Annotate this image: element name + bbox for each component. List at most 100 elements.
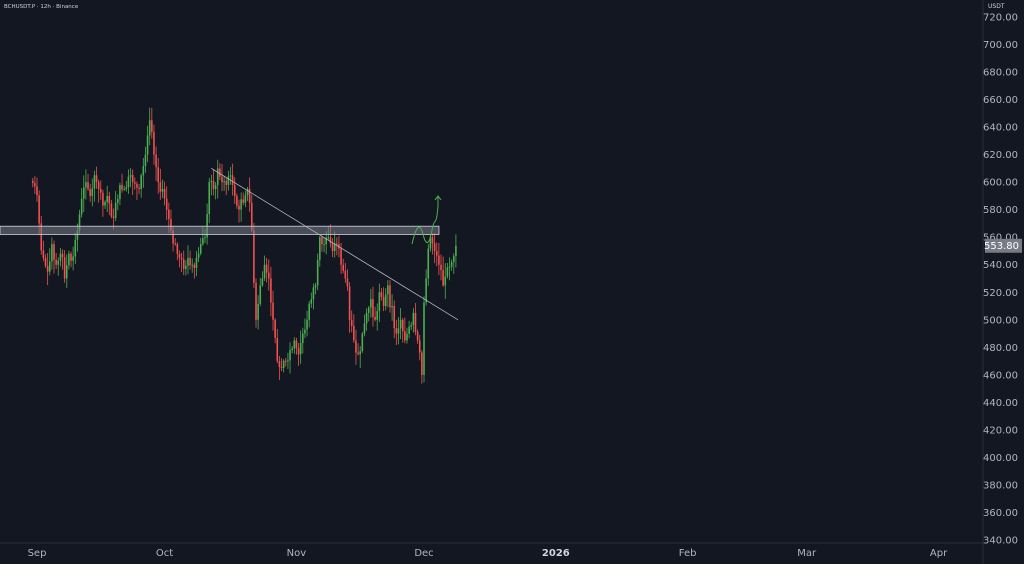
bearish-candle[interactable] — [95, 166, 98, 189]
bullish-candle[interactable] — [406, 327, 408, 344]
plot-area[interactable] — [0, 107, 459, 384]
bearish-candle[interactable] — [178, 250, 181, 268]
bearish-candle[interactable] — [248, 177, 251, 212]
bullish-candle[interactable] — [140, 173, 142, 198]
bullish-candle[interactable] — [148, 107, 151, 146]
bearish-candle[interactable] — [357, 343, 359, 356]
bullish-candle[interactable] — [361, 332, 364, 353]
bullish-candle[interactable] — [391, 294, 393, 321]
bullish-candle[interactable] — [117, 194, 119, 211]
bullish-candle[interactable] — [325, 231, 327, 255]
projection-path[interactable] — [411, 195, 439, 245]
bearish-candle[interactable] — [442, 256, 444, 287]
bearish-candle[interactable] — [63, 250, 66, 283]
bullish-candle[interactable] — [91, 178, 94, 207]
bullish-candle[interactable] — [387, 280, 389, 308]
bearish-candle[interactable] — [36, 177, 38, 202]
bearish-candle[interactable] — [163, 181, 166, 206]
bearish-candle[interactable] — [219, 163, 221, 181]
bullish-candle[interactable] — [142, 158, 145, 188]
bearish-candle[interactable] — [87, 173, 89, 191]
bullish-candle[interactable] — [214, 182, 217, 200]
bullish-candle[interactable] — [314, 282, 317, 295]
bullish-candle[interactable] — [191, 258, 194, 273]
bullish-candle[interactable] — [312, 283, 315, 310]
bullish-candle[interactable] — [299, 330, 302, 364]
bullish-candle[interactable] — [323, 237, 325, 253]
bullish-candle[interactable] — [119, 182, 121, 205]
bullish-candle[interactable] — [359, 346, 362, 368]
bullish-candle[interactable] — [287, 352, 289, 370]
bullish-candle[interactable] — [229, 167, 232, 185]
bullish-candle[interactable] — [263, 255, 266, 281]
bearish-candle[interactable] — [393, 300, 396, 339]
bullish-candle[interactable] — [304, 318, 306, 339]
bearish-candle[interactable] — [89, 183, 91, 202]
bullish-candle[interactable] — [129, 168, 132, 188]
bearish-candle[interactable] — [151, 107, 153, 139]
bearish-candle[interactable] — [440, 254, 442, 281]
bearish-candle[interactable] — [108, 191, 111, 216]
bearish-candle[interactable] — [236, 193, 238, 209]
bullish-candle[interactable] — [48, 248, 51, 276]
bullish-candle[interactable] — [367, 305, 370, 322]
bullish-candle[interactable] — [85, 169, 87, 200]
bearish-candle[interactable] — [102, 189, 104, 217]
bullish-candle[interactable] — [114, 190, 117, 222]
bearish-candle[interactable] — [31, 177, 34, 188]
bearish-candle[interactable] — [131, 169, 134, 196]
bullish-candle[interactable] — [282, 359, 285, 373]
bullish-candle[interactable] — [446, 262, 449, 279]
bullish-candle[interactable] — [195, 250, 198, 277]
bullish-candle[interactable] — [223, 176, 225, 191]
bullish-candle[interactable] — [425, 269, 427, 306]
bearish-candle[interactable] — [99, 180, 102, 200]
bearish-candle[interactable] — [155, 146, 157, 181]
bullish-candle[interactable] — [412, 308, 415, 333]
bearish-candle[interactable] — [348, 282, 351, 333]
bearish-candle[interactable] — [353, 314, 355, 343]
bullish-candle[interactable] — [365, 308, 368, 331]
bullish-candle[interactable] — [410, 321, 413, 331]
bearish-candle[interactable] — [182, 250, 185, 276]
bearish-candle[interactable] — [295, 337, 298, 355]
bullish-candle[interactable] — [106, 185, 108, 212]
bearish-candle[interactable] — [280, 358, 283, 372]
bullish-candle[interactable] — [376, 303, 379, 331]
bullish-candle[interactable] — [316, 253, 319, 291]
bullish-candle[interactable] — [216, 159, 219, 199]
bearish-candle[interactable] — [278, 356, 281, 381]
bullish-candle[interactable] — [450, 259, 453, 271]
bearish-candle[interactable] — [395, 319, 398, 346]
bearish-candle[interactable] — [174, 238, 177, 246]
bearish-candle[interactable] — [97, 179, 100, 203]
bearish-candle[interactable] — [134, 177, 136, 190]
bullish-candle[interactable] — [240, 192, 242, 222]
bearish-candle[interactable] — [382, 287, 385, 312]
bearish-candle[interactable] — [238, 199, 240, 223]
bullish-candle[interactable] — [146, 125, 149, 163]
bearish-candle[interactable] — [346, 269, 349, 291]
bearish-candle[interactable] — [389, 280, 391, 313]
bearish-candle[interactable] — [176, 242, 179, 261]
bullish-candle[interactable] — [397, 317, 400, 345]
bullish-candle[interactable] — [59, 247, 62, 267]
bullish-candle[interactable] — [291, 345, 293, 354]
bearish-candle[interactable] — [46, 252, 49, 286]
bullish-candle[interactable] — [74, 232, 77, 264]
bullish-candle[interactable] — [261, 271, 264, 287]
bearish-candle[interactable] — [272, 290, 274, 331]
bearish-candle[interactable] — [193, 262, 196, 279]
bearish-candle[interactable] — [431, 233, 434, 255]
bearish-candle[interactable] — [274, 318, 276, 344]
bullish-candle[interactable] — [259, 277, 262, 307]
bearish-candle[interactable] — [265, 258, 268, 283]
bearish-candle[interactable] — [321, 235, 323, 252]
bearish-candle[interactable] — [350, 310, 353, 333]
price-axis[interactable]: 720.00 700.00 680.00 660.00 640.00 620.00 600.… — [983, 13, 1022, 547]
bearish-candle[interactable] — [418, 334, 421, 361]
bearish-candle[interactable] — [53, 240, 55, 274]
bearish-candle[interactable] — [40, 215, 43, 255]
bearish-candle[interactable] — [34, 176, 36, 194]
